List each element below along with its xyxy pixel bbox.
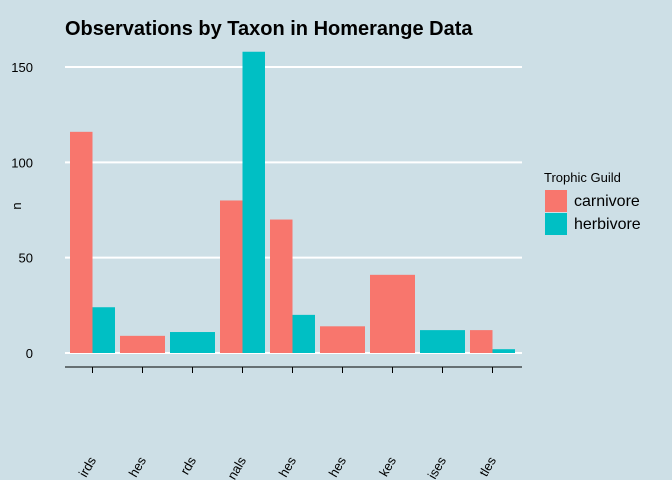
x-tick-label: ises (425, 454, 450, 480)
legend-label-herbivore: herbivore (574, 216, 641, 233)
bar-carnivore-birds (70, 131, 93, 353)
legend-key-carnivore (545, 190, 567, 212)
bar-herbivore-mammals (242, 51, 265, 353)
bar-herbivore-birds (92, 307, 115, 353)
bar-carnivore-river-fishes (320, 326, 365, 353)
bar-carnivore-snakes (370, 274, 415, 353)
legend: Trophic Guild carnivore herbivore (544, 170, 641, 235)
y-tick-label: 100 (11, 155, 33, 170)
y-tick-label: 0 (26, 346, 33, 361)
bar-herbivore-turtles (492, 349, 515, 353)
grid (65, 66, 522, 354)
x-tick-label: kes (376, 454, 399, 479)
bar-herbivore-marine-fishes (292, 314, 315, 353)
bar-herbivore-tortoises (420, 330, 465, 353)
x-tick-label: irds (76, 454, 100, 480)
x-tick-label: hes (326, 454, 350, 480)
bar-carnivore-mammals (220, 200, 243, 353)
x-tick-label: hes (126, 454, 150, 480)
bar-herbivore-lizards (170, 332, 215, 353)
y-axis-label: n (9, 202, 24, 209)
x-tick-label: nals (224, 454, 249, 480)
y-tick-label: 150 (11, 60, 33, 75)
bar-carnivore-marine-fishes (270, 219, 293, 353)
bar-carnivore-turtles (470, 330, 493, 353)
chart-title: Observations by Taxon in Homerange Data (65, 18, 473, 40)
bars (70, 51, 515, 353)
y-tick-label: 50 (19, 251, 33, 266)
legend-title: Trophic Guild (544, 170, 621, 185)
bar-carnivore-lake-fishes (120, 335, 165, 353)
legend-label-carnivore: carnivore (574, 193, 640, 210)
x-tick-label: hes (276, 454, 300, 480)
x-tick-label: rds (177, 454, 199, 478)
x-tick-label: tles (476, 454, 499, 479)
legend-key-herbivore (545, 213, 567, 235)
